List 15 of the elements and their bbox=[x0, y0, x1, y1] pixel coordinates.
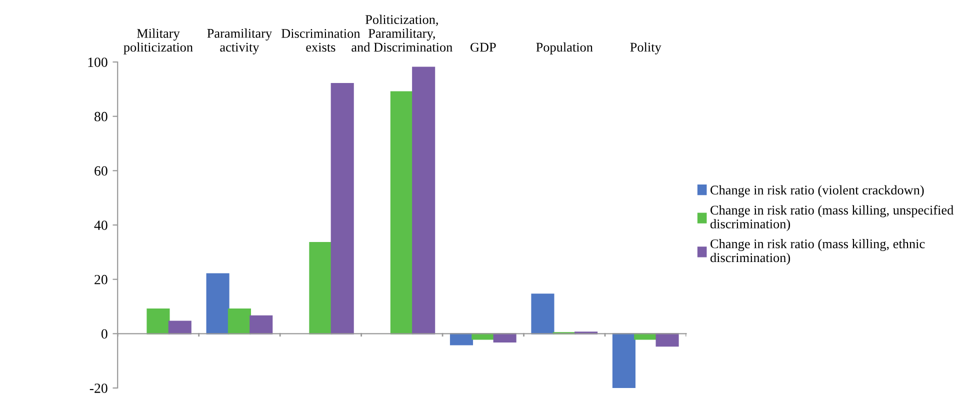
legend-label: Change in risk ratio (violent crackdown) bbox=[710, 185, 924, 198]
y-tick-label: 60 bbox=[94, 166, 108, 176]
y-tick-label: 40 bbox=[94, 220, 108, 230]
y-tick-label: 100 bbox=[88, 58, 108, 67]
y-tick-label: 20 bbox=[94, 274, 108, 284]
x-tick-label: Polity bbox=[630, 42, 662, 54]
x-tick-label: Military politicization bbox=[124, 28, 193, 54]
x-tick-label: GDP bbox=[470, 42, 496, 52]
legend-label: Change in risk ratio (mass killing, unspecified discrimination) bbox=[710, 205, 954, 232]
y-tick-label: 80 bbox=[94, 112, 108, 122]
y-tick-label: -20 bbox=[90, 384, 108, 393]
x-tick-label: Paramilitary activity bbox=[207, 28, 272, 54]
x-tick-label: Population bbox=[536, 42, 593, 54]
y-tick-label: 0 bbox=[101, 329, 108, 339]
legend-label: Change in risk ratio (mass killing, ethnic discrimination) bbox=[710, 239, 925, 265]
